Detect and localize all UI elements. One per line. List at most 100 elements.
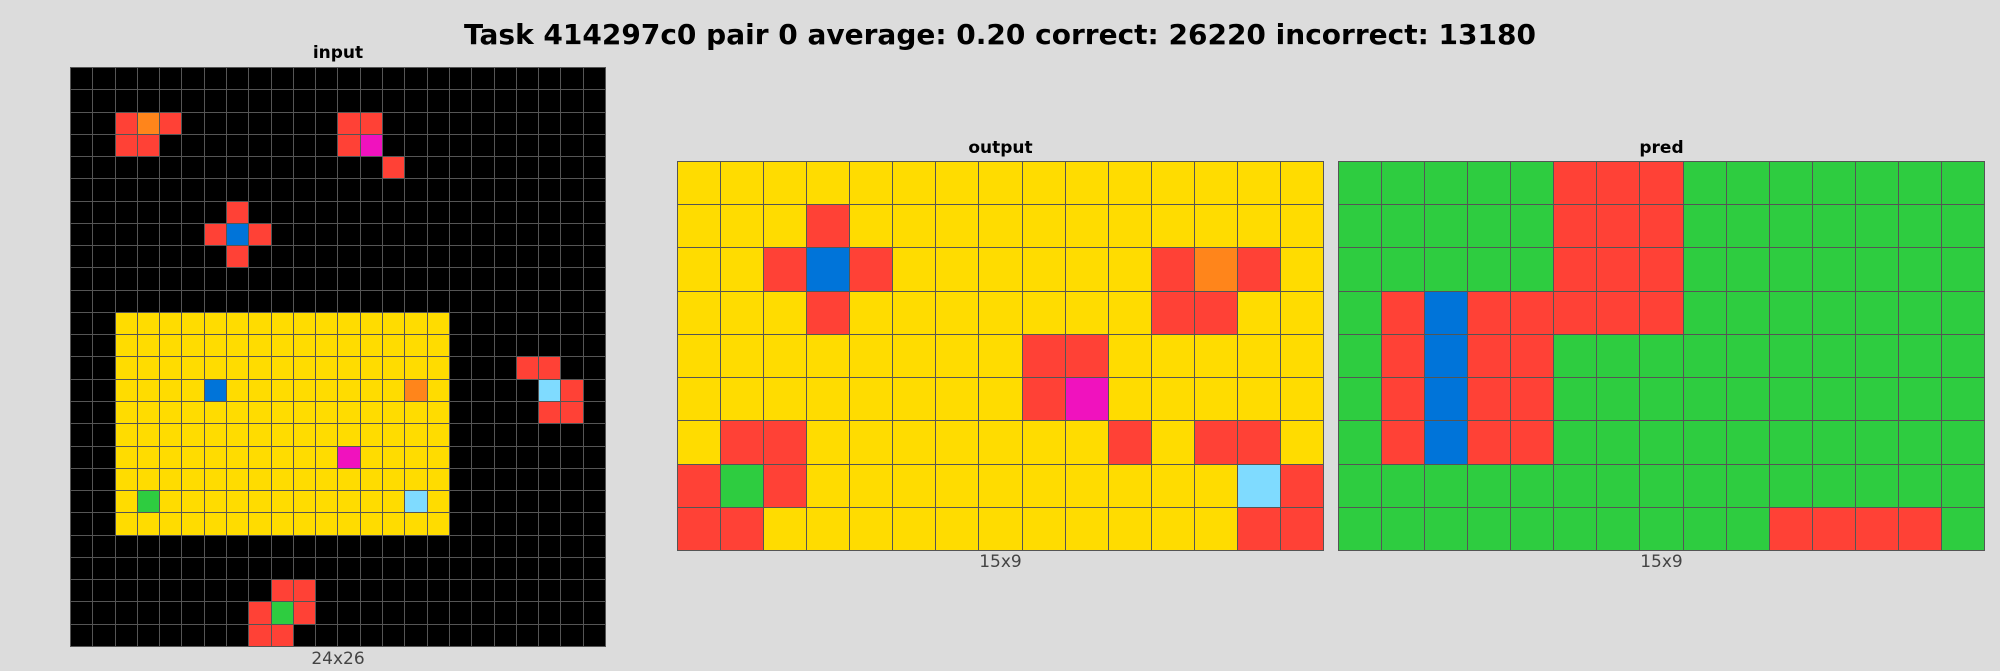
grid-cell bbox=[449, 223, 472, 246]
grid-cell bbox=[160, 223, 182, 246]
grid-cell bbox=[405, 312, 427, 335]
grid-cell bbox=[249, 557, 271, 580]
grid-cell bbox=[271, 379, 293, 402]
grid-cell bbox=[71, 357, 93, 379]
grid-cell bbox=[227, 357, 249, 379]
grid-cell bbox=[204, 68, 227, 90]
grid-cell bbox=[1280, 291, 1323, 334]
grid-cell bbox=[472, 268, 494, 290]
grid-cell bbox=[360, 513, 383, 535]
grid-cell bbox=[137, 379, 160, 402]
grid-cell bbox=[1151, 291, 1194, 334]
grid-cell bbox=[516, 312, 539, 335]
grid-cell bbox=[115, 379, 137, 402]
grid-cell bbox=[472, 290, 494, 312]
grid-cell bbox=[427, 112, 449, 134]
grid-cell bbox=[936, 421, 979, 464]
grid-cell bbox=[338, 246, 360, 268]
grid-cell bbox=[427, 268, 449, 290]
grid-cell bbox=[472, 223, 494, 246]
grid-cell bbox=[383, 580, 405, 602]
grid-cell bbox=[807, 378, 850, 421]
grid-cell bbox=[204, 446, 227, 468]
grid-cell bbox=[1640, 378, 1683, 421]
grid-cell bbox=[316, 268, 338, 290]
grid-cell bbox=[316, 557, 338, 580]
grid-cell bbox=[137, 290, 160, 312]
grid-cell bbox=[293, 201, 316, 223]
grid-cell bbox=[583, 379, 605, 402]
grid-cell bbox=[850, 378, 893, 421]
grid-cell bbox=[516, 468, 539, 491]
grid-cell bbox=[293, 468, 316, 491]
grid-cell bbox=[427, 312, 449, 335]
grid-cell bbox=[472, 491, 494, 513]
grid-cell bbox=[227, 157, 249, 179]
grid-cell bbox=[405, 468, 427, 491]
grid-cell bbox=[472, 535, 494, 557]
grid-cell bbox=[182, 602, 204, 624]
grid-cell bbox=[93, 491, 115, 513]
grid-cell bbox=[293, 112, 316, 134]
grid-cell bbox=[427, 491, 449, 513]
grid-cell bbox=[182, 134, 204, 157]
grid-cell bbox=[71, 491, 93, 513]
grid-cell bbox=[764, 248, 807, 291]
grid-cell bbox=[405, 246, 427, 268]
grid-cell bbox=[1726, 421, 1769, 464]
grid-cell bbox=[338, 379, 360, 402]
grid-cell bbox=[137, 357, 160, 379]
grid-cell bbox=[360, 112, 383, 134]
grid-cell bbox=[160, 312, 182, 335]
grid-cell bbox=[1194, 248, 1237, 291]
grid-cell bbox=[160, 602, 182, 624]
grid-cell bbox=[1425, 334, 1468, 378]
grid-cell bbox=[93, 290, 115, 312]
grid-cell bbox=[338, 68, 360, 90]
grid-cell bbox=[338, 134, 360, 157]
grid-cell bbox=[1855, 378, 1898, 421]
grid-cell bbox=[227, 134, 249, 157]
grid-cell bbox=[204, 557, 227, 580]
grid-cell bbox=[137, 402, 160, 424]
grid-cell bbox=[472, 335, 494, 357]
grid-cell bbox=[449, 312, 472, 335]
grid-cell bbox=[249, 179, 271, 201]
grid-cell bbox=[516, 424, 539, 446]
grid-cell bbox=[316, 513, 338, 535]
grid-cell bbox=[71, 112, 93, 134]
grid-cell bbox=[1511, 162, 1554, 205]
grid-cell bbox=[561, 491, 583, 513]
grid-cell bbox=[427, 535, 449, 557]
grid-cell bbox=[721, 507, 764, 550]
grid-cell bbox=[115, 357, 137, 379]
grid-cell bbox=[316, 446, 338, 468]
grid-cell bbox=[494, 468, 516, 491]
grid-cell bbox=[583, 112, 605, 134]
grid-cell bbox=[1812, 248, 1855, 291]
grid-cell bbox=[561, 402, 583, 424]
grid-cell bbox=[271, 201, 293, 223]
grid-cell bbox=[516, 335, 539, 357]
grid-cell bbox=[1597, 464, 1640, 507]
grid-cell bbox=[1855, 507, 1898, 550]
grid-cell bbox=[71, 201, 93, 223]
grid-cell bbox=[115, 468, 137, 491]
grid-cell bbox=[936, 334, 979, 378]
grid-cell bbox=[494, 290, 516, 312]
grid-cell bbox=[137, 68, 160, 90]
grid-cell bbox=[449, 446, 472, 468]
grid-cell bbox=[494, 112, 516, 134]
grid-cell bbox=[93, 535, 115, 557]
grid-cell bbox=[449, 379, 472, 402]
grid-cell bbox=[71, 424, 93, 446]
grid-cell bbox=[316, 223, 338, 246]
grid-cell bbox=[227, 68, 249, 90]
grid-cell bbox=[1065, 421, 1108, 464]
grid-cell bbox=[1468, 378, 1511, 421]
grid-cell bbox=[494, 580, 516, 602]
grid-cell bbox=[160, 557, 182, 580]
grid-cell bbox=[1941, 378, 1984, 421]
grid-cell bbox=[1382, 507, 1425, 550]
grid-cell bbox=[1022, 248, 1065, 291]
